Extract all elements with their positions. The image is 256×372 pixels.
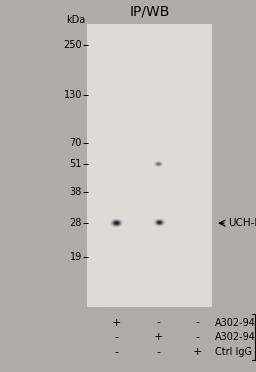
Text: A302-947A: A302-947A bbox=[215, 318, 256, 327]
Text: -: - bbox=[195, 333, 199, 342]
Text: 51: 51 bbox=[70, 160, 82, 169]
Text: -: - bbox=[157, 318, 161, 327]
Text: -: - bbox=[195, 318, 199, 327]
Text: 250: 250 bbox=[63, 40, 82, 49]
Bar bbox=[87, 24, 212, 307]
Text: IP/WB: IP/WB bbox=[130, 4, 170, 18]
Text: -: - bbox=[114, 347, 119, 357]
Text: 38: 38 bbox=[70, 187, 82, 196]
Text: +: + bbox=[193, 347, 202, 357]
Text: -: - bbox=[114, 333, 119, 342]
Text: +: + bbox=[154, 333, 163, 342]
Text: -: - bbox=[157, 347, 161, 357]
Text: UCH-L3: UCH-L3 bbox=[228, 218, 256, 228]
Text: A302-948A: A302-948A bbox=[215, 333, 256, 342]
Text: 19: 19 bbox=[70, 252, 82, 262]
Text: Ctrl IgG: Ctrl IgG bbox=[215, 347, 252, 357]
Text: 130: 130 bbox=[63, 90, 82, 100]
Text: +: + bbox=[112, 318, 121, 327]
Text: 28: 28 bbox=[70, 218, 82, 228]
Text: kDa: kDa bbox=[67, 15, 86, 25]
Text: 70: 70 bbox=[70, 138, 82, 148]
